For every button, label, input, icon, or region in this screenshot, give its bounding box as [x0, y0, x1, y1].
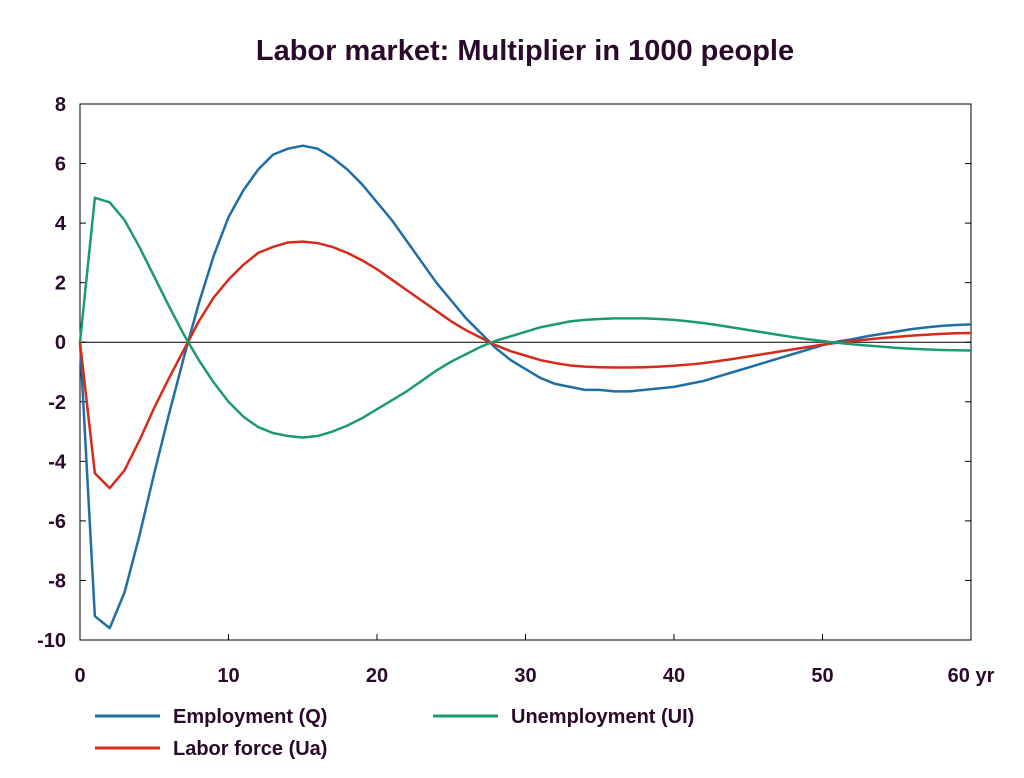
y-tick-label: 8 — [55, 94, 66, 116]
plot-frame — [79, 103, 972, 641]
x-tick-label: 60 yr — [948, 665, 995, 687]
series-lines — [78, 144, 972, 630]
y-tick-label: -10 — [37, 630, 66, 652]
x-tick-label: 10 — [217, 665, 239, 687]
y-tick-label: 4 — [55, 213, 67, 235]
x-axis: 0 10 20 30 40 50 60 yr — [74, 634, 995, 687]
y-tick-label: 2 — [55, 273, 66, 295]
y-tick-label: -2 — [48, 392, 66, 414]
series-line-1 — [78, 144, 972, 630]
y-tick-label: -6 — [48, 511, 66, 533]
x-tick-label: 20 — [366, 665, 388, 687]
legend: Employment (Q) Unemployment (UI) Labor for… — [95, 706, 694, 760]
x-tick-label: 30 — [514, 665, 536, 687]
y-tick-label: 6 — [55, 154, 66, 176]
y-tick-label: -4 — [48, 451, 67, 473]
legend-label: Unemployment (UI) — [511, 706, 694, 728]
y-tick-label: -8 — [48, 570, 66, 592]
series-line-2 — [78, 240, 972, 490]
chart-title: Labor market: Multiplier in 1000 people — [256, 35, 794, 67]
series-line-3 — [78, 196, 972, 439]
legend-label: Labor force (Ua) — [173, 738, 327, 760]
x-tick-label: 0 — [74, 665, 85, 687]
legend-label: Employment (Q) — [173, 706, 327, 728]
y-axis: 8 6 4 2 0 -2 -4 -6 -8 -10 — [37, 94, 971, 652]
x-tick-label: 40 — [663, 665, 685, 687]
x-tick-label: 50 — [811, 665, 833, 687]
y-tick-label: 0 — [55, 332, 66, 354]
